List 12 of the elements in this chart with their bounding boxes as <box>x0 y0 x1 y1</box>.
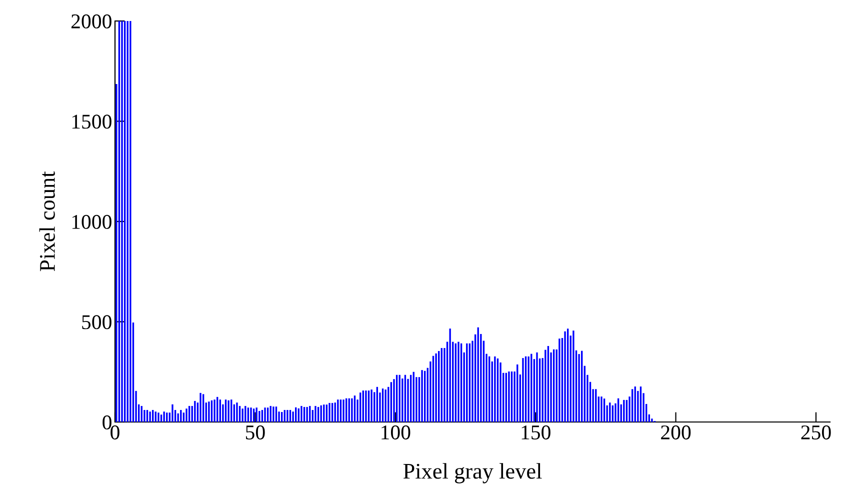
x-tick-label: 100 <box>382 425 410 440</box>
y-axis-title: Pixel count <box>39 171 55 272</box>
x-tick-label: 200 <box>661 425 691 440</box>
x-axis-title: Pixel gray level <box>403 463 542 484</box>
y-tick-label: 0 <box>102 415 112 430</box>
x-tick-label: 150 <box>522 425 550 440</box>
x-tick-label: 250 <box>801 425 831 440</box>
y-tick-label: 500 <box>82 315 112 330</box>
y-tick-label: 2000 <box>71 14 112 28</box>
y-tick-label: 1000 <box>72 214 112 229</box>
y-tick-label: 1500 <box>72 114 112 129</box>
x-tick-label: 50 <box>246 425 265 440</box>
